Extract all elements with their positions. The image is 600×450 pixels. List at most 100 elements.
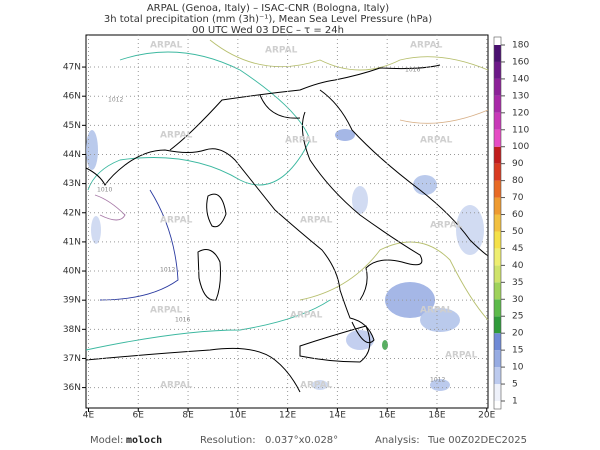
- isobar-label: 1016: [405, 67, 420, 74]
- colorbar-band: [494, 299, 501, 317]
- lat-tick-label: 46N: [63, 92, 81, 102]
- lon-tick-label: 14E: [329, 411, 346, 421]
- colorbar-band: [494, 163, 501, 181]
- watermark: ARPAL: [160, 131, 193, 141]
- title-line-2: 3h total precipitation (mm (3h)⁻¹), Mean…: [104, 14, 432, 25]
- lat-tick-label: 37N: [63, 354, 81, 364]
- colorbar-band: [494, 129, 501, 147]
- colorbar-label: 40: [512, 261, 524, 271]
- colorbar-band: [494, 78, 501, 96]
- isobar-label: 1012: [108, 97, 123, 104]
- colorbar-band: [494, 350, 501, 368]
- colorbar-label: 45: [512, 244, 523, 254]
- colorbar-label: 10: [512, 363, 524, 373]
- colorbar-band: [494, 146, 501, 164]
- title-line-3: 00 UTC Wed 03 DEC – τ = 24h: [192, 25, 344, 36]
- lon-tick-label: 12E: [279, 411, 296, 421]
- lon-tick-label: 10E: [229, 411, 246, 421]
- lat-tick-label: 47N: [63, 63, 81, 73]
- colorbar-label: 1: [512, 397, 518, 407]
- title-line-1: ARPAL (Genoa, Italy) – ISAC-CNR (Bologna…: [147, 3, 389, 14]
- colorbar-band: [494, 333, 501, 351]
- coastlines: [85, 64, 489, 393]
- colorbar-band: [494, 316, 501, 334]
- colorbar-label: 35: [512, 278, 523, 288]
- isobar-label: 1016: [175, 317, 190, 324]
- lat-tick-label: 43N: [63, 179, 81, 189]
- lat-tick-label: 41N: [63, 237, 81, 247]
- watermark: ARPAL: [420, 306, 453, 316]
- watermark: ARPAL: [285, 136, 318, 146]
- watermark: ARPAL: [160, 381, 193, 391]
- isobar-label: 1012: [160, 267, 175, 274]
- colorbar-label: 140: [512, 74, 529, 84]
- colorbar-band: [494, 180, 501, 198]
- colorbar-band: [494, 248, 501, 266]
- lat-tick-label: 45N: [63, 121, 81, 131]
- colorbar-label: 60: [512, 210, 524, 220]
- colorbar-label: 70: [512, 193, 524, 203]
- resolution-label: Resolution:: [200, 435, 256, 446]
- colorbar-label: 120: [512, 108, 529, 118]
- model-label: Model:: [90, 435, 123, 446]
- lat-tick-label: 38N: [63, 325, 81, 335]
- lon-tick-label: 6E: [133, 411, 145, 421]
- watermark: ARPAL: [410, 41, 443, 51]
- colorbar-band: [494, 282, 501, 300]
- lon-tick-label: 8E: [182, 411, 194, 421]
- watermark: ARPAL: [420, 136, 453, 146]
- analysis-label: Analysis:: [375, 435, 420, 446]
- colorbar-label: 30: [512, 295, 524, 305]
- watermark: ARPAL: [290, 311, 323, 321]
- lat-tick-label: 36N: [63, 383, 81, 393]
- lon-tick-label: 16E: [379, 411, 396, 421]
- colorbar-band: [494, 367, 501, 385]
- colorbar-band: [494, 265, 501, 283]
- colorbar: 1510152025303540455060708090100110120130…: [493, 36, 529, 410]
- lon-tick-label: 18E: [428, 411, 445, 421]
- map-frame: [85, 34, 489, 409]
- lat-tick-label: 42N: [63, 208, 81, 218]
- colorbar-label: 90: [512, 159, 524, 169]
- lat-tick-label: 39N: [63, 296, 81, 306]
- watermark: ARPAL: [160, 216, 193, 226]
- colorbar-label: 15: [512, 346, 523, 356]
- colorbar-band: [494, 214, 501, 232]
- resolution-value: 0.037°x0.028°: [265, 435, 338, 446]
- colorbar-label: 20: [512, 329, 524, 339]
- colorbar-label: 130: [512, 91, 529, 101]
- colorbar-label: 160: [512, 57, 529, 67]
- colorbar-label: 25: [512, 312, 523, 322]
- lon-tick-label: 4E: [83, 411, 95, 421]
- lat-tick-label: 40N: [63, 267, 81, 277]
- watermark: ARPAL: [300, 381, 333, 391]
- colorbar-band: [494, 231, 501, 249]
- watermark: ARPAL: [430, 221, 463, 231]
- lat-tick-label: 44N: [63, 150, 81, 160]
- isobar-label: 1012: [430, 377, 445, 384]
- watermark: ARPAL: [150, 41, 183, 51]
- colorbar-label: 80: [512, 176, 524, 186]
- colorbar-band: [494, 384, 501, 401]
- watermark: ARPAL: [300, 216, 333, 226]
- isobars: [85, 39, 489, 351]
- lon-tick-label: 20E: [478, 411, 495, 421]
- colorbar-band: [494, 197, 501, 215]
- map: ARPAL ARPAL ARPAL ARPAL ARPAL ARPAL ARPAL ARPAL…: [82, 34, 489, 412]
- watermark: ARPAL: [445, 351, 478, 361]
- model-value: moloch: [126, 435, 162, 446]
- watermark: ARPAL: [150, 306, 183, 316]
- colorbar-band: [494, 112, 501, 130]
- colorbar-label: 180: [512, 41, 529, 51]
- colorbar-frame: [493, 36, 502, 410]
- colorbar-band: [494, 95, 501, 113]
- watermark: ARPAL: [265, 46, 298, 56]
- colorbar-label: 5: [512, 380, 518, 390]
- colorbar-label: 110: [512, 125, 529, 135]
- isobar-label: 1010: [97, 187, 112, 194]
- analysis-value: Tue 00Z02DEC2025: [427, 435, 527, 446]
- colorbar-label: 50: [512, 227, 524, 237]
- colorbar-label: 100: [512, 142, 529, 152]
- colorbar-band: [494, 45, 501, 62]
